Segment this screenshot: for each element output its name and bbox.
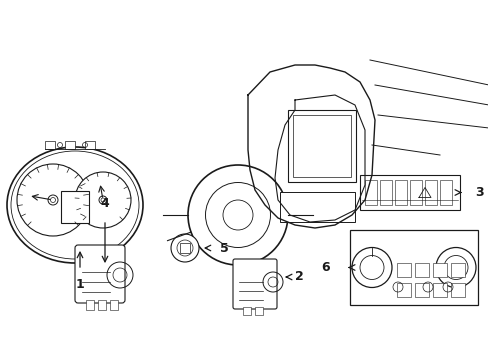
Text: 4: 4: [101, 197, 109, 210]
Bar: [432, 263, 446, 277]
Bar: [359, 175, 459, 210]
Bar: [292, 115, 350, 177]
Bar: [396, 263, 410, 277]
Bar: [424, 180, 436, 205]
Text: 6: 6: [321, 261, 329, 274]
Bar: [243, 307, 250, 315]
Bar: [364, 180, 376, 205]
Text: 5: 5: [220, 242, 228, 255]
Bar: [110, 300, 118, 310]
Bar: [379, 180, 391, 205]
Text: 3: 3: [474, 186, 483, 199]
Bar: [85, 141, 95, 149]
Bar: [86, 300, 94, 310]
Bar: [61, 191, 89, 223]
Bar: [439, 180, 451, 205]
Bar: [65, 141, 75, 149]
Bar: [409, 180, 421, 205]
Bar: [396, 283, 410, 297]
Circle shape: [75, 172, 131, 228]
Bar: [180, 243, 190, 253]
Bar: [450, 263, 464, 277]
Circle shape: [171, 234, 199, 262]
FancyBboxPatch shape: [232, 259, 276, 309]
Bar: [45, 141, 55, 149]
Bar: [254, 307, 263, 315]
Text: 2: 2: [294, 270, 303, 284]
Bar: [432, 283, 446, 297]
Bar: [287, 110, 355, 182]
Bar: [450, 283, 464, 297]
Bar: [414, 283, 428, 297]
Bar: [414, 263, 428, 277]
Circle shape: [17, 164, 89, 236]
Text: 1: 1: [76, 279, 84, 292]
Circle shape: [48, 195, 58, 205]
Bar: [349, 230, 477, 305]
Bar: [280, 192, 354, 222]
Circle shape: [99, 196, 107, 204]
Bar: [98, 300, 106, 310]
FancyBboxPatch shape: [75, 245, 125, 303]
Bar: [394, 180, 406, 205]
